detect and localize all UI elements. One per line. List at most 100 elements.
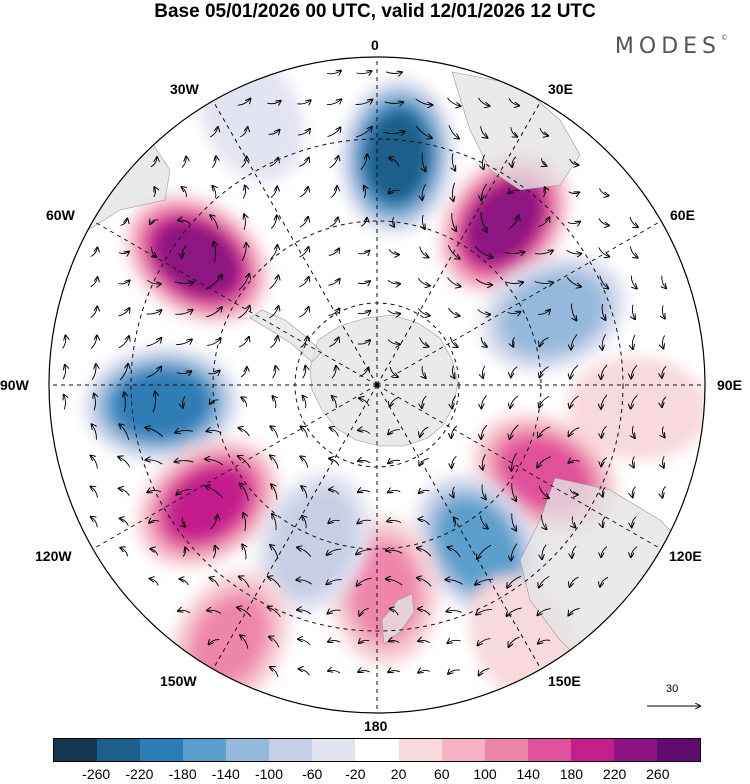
wind-vector [237, 99, 251, 106]
wind-vector [511, 452, 517, 471]
wind-vector [448, 547, 461, 558]
wind-vector [422, 152, 426, 172]
wind-vector [147, 490, 161, 492]
wind-vector [146, 310, 162, 314]
wind-vector [146, 367, 161, 378]
wind-vector [118, 280, 129, 283]
wind-vector [326, 99, 341, 106]
wind-vector [481, 424, 488, 439]
wind-vector [176, 339, 192, 346]
wind-vector [602, 304, 605, 320]
wind-vector [415, 125, 432, 138]
wind-vector [182, 396, 186, 407]
meridians [49, 57, 705, 713]
wind-vector [297, 610, 312, 615]
wind-vector [632, 425, 634, 438]
wind-vector [543, 187, 545, 198]
wind-vector [297, 100, 310, 104]
wind-vector [64, 395, 66, 410]
wind-vector [480, 337, 487, 347]
wind-vector [332, 396, 337, 409]
wind-vector [91, 487, 98, 498]
wind-vector [329, 217, 338, 228]
wind-vector [632, 304, 635, 319]
lon-label-120w: 120W [35, 548, 72, 564]
wind-vector [178, 220, 191, 224]
wind-vector [480, 211, 487, 232]
wind-vector [419, 490, 430, 493]
wind-vector [386, 550, 403, 554]
wind-vector [629, 246, 637, 257]
wind-vector [598, 247, 609, 256]
colorbar-ticks: -260 -220 -180 -140 -100 -60 -20 20 60 100 140 180 2… [0, 766, 750, 784]
wind-vector [237, 607, 252, 617]
wind-vector [299, 669, 310, 676]
wind-vector [297, 547, 312, 557]
wind-vector [146, 460, 163, 465]
wind-vector [145, 428, 163, 437]
wind-vector [419, 457, 429, 465]
colorbar-tick-label: -180 [168, 766, 197, 782]
wind-vector [91, 456, 98, 469]
wind-vectors [62, 71, 667, 677]
meridian-line [376, 220, 662, 386]
colorbar-bin [570, 739, 614, 761]
anomaly-contour [500, 272, 606, 356]
colorbar-bin [398, 739, 442, 761]
anomaly-contour [191, 595, 268, 686]
wind-vector [538, 217, 550, 228]
wind-vector [452, 365, 454, 378]
wind-vector [91, 364, 96, 381]
wind-vector [118, 336, 129, 349]
wind-vector [540, 337, 549, 347]
wind-vector [150, 579, 159, 586]
colorbar-tick-label: -20 [345, 766, 366, 782]
colorbar-bin [226, 739, 270, 761]
wind-vector [240, 367, 247, 378]
wind-vector [481, 395, 487, 409]
wind-vector [174, 282, 194, 284]
wind-vector [452, 153, 455, 170]
south-pole-marker [374, 382, 380, 388]
wind-vector [270, 336, 277, 349]
wind-vector [90, 277, 98, 288]
meridian-line [376, 100, 542, 386]
wind-vector [662, 305, 665, 318]
wind-vector [452, 395, 457, 409]
wind-vector [569, 427, 580, 437]
wind-vector [539, 128, 548, 136]
wind-vector [150, 549, 159, 556]
wind-vector [301, 426, 308, 438]
wind-vector [542, 158, 547, 166]
wind-vector [91, 517, 98, 528]
anomaly-center [479, 254, 628, 373]
wind-vector [205, 486, 223, 499]
wind-vector [268, 607, 281, 617]
wind-vector [448, 307, 459, 316]
wind-vector [482, 454, 486, 469]
wind-vector [599, 275, 608, 289]
wind-vector [570, 395, 579, 408]
wind-vector [241, 397, 248, 407]
wind-vector [568, 460, 580, 462]
wind-vector [422, 395, 427, 408]
colorbar-tick-label: 140 [516, 766, 540, 782]
wind-vector [474, 246, 492, 258]
wind-vector [300, 457, 309, 468]
wind-vector [206, 307, 222, 318]
wind-vector [355, 127, 372, 138]
anomaly-contour [165, 466, 250, 541]
wind-vector [238, 306, 249, 319]
wind-vector [386, 579, 403, 586]
wind-vector [90, 335, 97, 349]
wind-vector [447, 640, 461, 643]
wind-vector [360, 218, 367, 227]
anomaly-center [135, 438, 280, 569]
wind-vector [212, 546, 215, 559]
map-border [48, 56, 706, 714]
wind-vector [601, 457, 608, 467]
wind-vector [662, 456, 664, 467]
wind-vector [417, 308, 429, 315]
wind-vector [299, 307, 308, 318]
wind-vector [175, 310, 192, 315]
